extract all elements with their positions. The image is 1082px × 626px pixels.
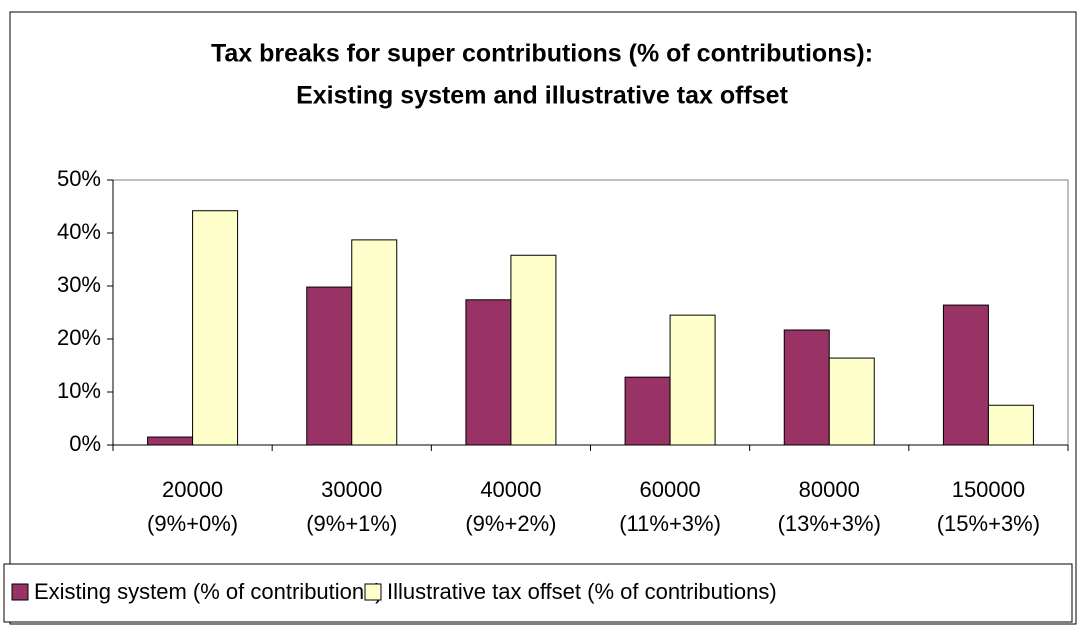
x-tick-label: 30000 [321, 477, 382, 502]
x-tick-label: (9%+0%) [147, 511, 238, 536]
bar [192, 210, 239, 446]
bar [147, 436, 194, 446]
y-tick-label: 40% [57, 219, 101, 244]
x-tick-label: 20000 [162, 477, 223, 502]
x-tick-label: 80000 [799, 477, 860, 502]
bar [351, 239, 398, 446]
plot-area [112, 179, 1069, 446]
x-tick-label: 60000 [639, 477, 700, 502]
y-tick-label: 10% [57, 378, 101, 403]
legend-label: Existing system (% of contributions) [34, 579, 382, 604]
bar [783, 329, 830, 446]
y-tick-label: 50% [57, 166, 101, 191]
chart-title: Tax breaks for super contributions (% of… [211, 40, 873, 68]
bar [669, 314, 716, 446]
x-tick-label: (13%+3%) [778, 511, 881, 536]
x-tick-label: (9%+2%) [465, 511, 556, 536]
x-tick-label: (15%+3%) [937, 511, 1040, 536]
legend-swatch [364, 583, 382, 601]
x-tick-label: (11%+3%) [619, 511, 721, 536]
bar [465, 299, 512, 446]
x-tick-label: (9%+1%) [306, 511, 397, 536]
bar [828, 357, 875, 446]
bar [624, 376, 671, 446]
legend-swatch [11, 583, 29, 601]
bar [942, 304, 989, 446]
legend [3, 563, 1073, 623]
bar [510, 254, 557, 446]
chart-title: Existing system and illustrative tax off… [296, 82, 788, 110]
y-tick-label: 0% [69, 431, 101, 456]
bar [306, 286, 353, 446]
x-tick-label: 150000 [952, 477, 1025, 502]
bar [987, 404, 1034, 446]
legend-label: Illustrative tax offset (% of contributi… [387, 579, 777, 604]
y-tick-label: 30% [57, 272, 101, 297]
x-tick-label: 40000 [480, 477, 541, 502]
y-tick-label: 20% [57, 325, 101, 350]
